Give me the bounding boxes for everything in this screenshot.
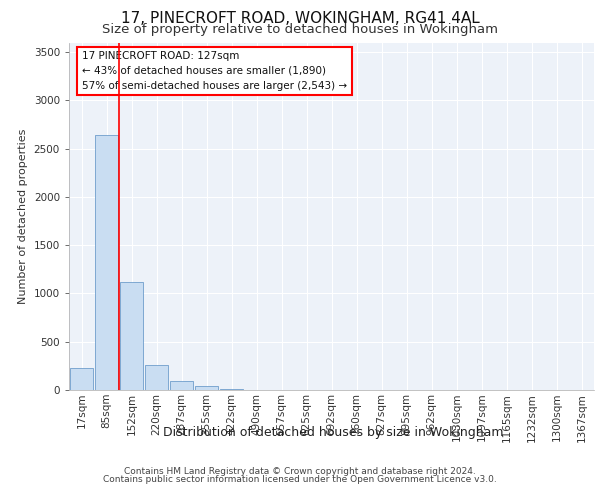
Y-axis label: Number of detached properties: Number of detached properties: [18, 128, 28, 304]
Text: 17 PINECROFT ROAD: 127sqm
← 43% of detached houses are smaller (1,890)
57% of se: 17 PINECROFT ROAD: 127sqm ← 43% of detac…: [82, 51, 347, 91]
Bar: [145, 365, 168, 390]
Bar: [220, 389, 243, 390]
Text: 17, PINECROFT ROAD, WOKINGHAM, RG41 4AL: 17, PINECROFT ROAD, WOKINGHAM, RG41 4AL: [121, 11, 479, 26]
Bar: [195, 386, 218, 390]
Text: Distribution of detached houses by size in Wokingham: Distribution of detached houses by size …: [163, 426, 503, 439]
Text: Contains HM Land Registry data © Crown copyright and database right 2024.: Contains HM Land Registry data © Crown c…: [124, 466, 476, 475]
Bar: [70, 368, 93, 390]
Bar: [170, 382, 193, 390]
Text: Contains public sector information licensed under the Open Government Licence v3: Contains public sector information licen…: [103, 476, 497, 484]
Bar: [95, 135, 118, 390]
Bar: [120, 282, 143, 390]
Text: Size of property relative to detached houses in Wokingham: Size of property relative to detached ho…: [102, 22, 498, 36]
